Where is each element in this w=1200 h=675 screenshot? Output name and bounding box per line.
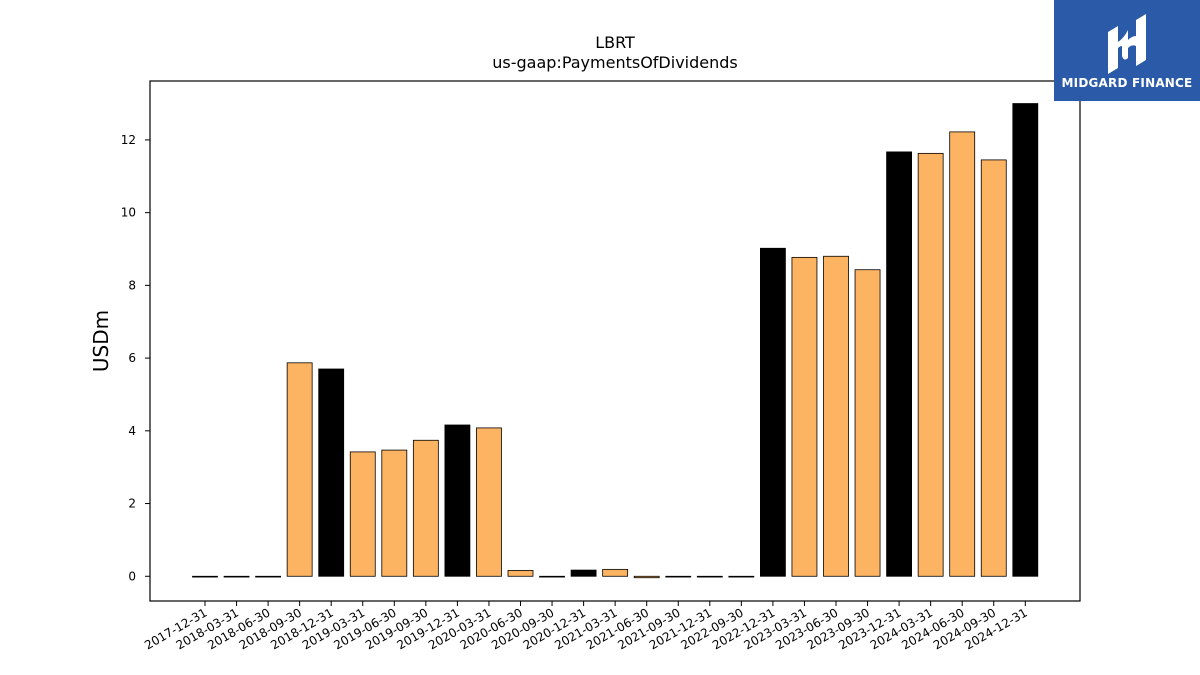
bar-2019-12-31 [444, 424, 471, 577]
y-tick-label: 8 [128, 278, 136, 292]
bar-2018-03-31 [223, 575, 250, 578]
bar-2019-03-31 [349, 451, 376, 577]
y-tick-label: 10 [121, 206, 136, 220]
bar-2018-09-30 [286, 362, 313, 577]
y-tick-label: 4 [128, 424, 136, 438]
y-axis-label: USDm [89, 310, 113, 372]
midgard-logo-icon [1108, 13, 1146, 74]
bar-2020-03-31 [476, 427, 502, 577]
bar-2020-12-31 [570, 569, 597, 577]
bar-2023-06-30 [823, 255, 849, 577]
bar-2017-12-31 [192, 575, 218, 578]
chart-title: LBRT [595, 33, 635, 52]
bar-2022-09-30 [728, 575, 755, 578]
bar-2021-06-30 [633, 575, 660, 579]
bar-2018-06-30 [255, 575, 282, 578]
y-tick-label: 0 [128, 569, 136, 583]
chart-subtitle: us-gaap:PaymentsOfDividends [492, 53, 737, 72]
bar-2021-12-31 [696, 575, 723, 578]
brand-logo: MIDGARD FINANCE [1054, 0, 1200, 101]
bar-2023-03-31 [791, 256, 818, 577]
bar-2024-06-30 [949, 131, 976, 577]
bar-2024-03-31 [917, 152, 944, 577]
plot-frame [149, 80, 1081, 602]
y-tick-label: 6 [128, 351, 136, 365]
bar-2018-12-31 [318, 368, 345, 577]
y-tick-label: 12 [121, 133, 136, 147]
bar-2024-12-31 [1012, 103, 1039, 577]
bar-2023-12-31 [886, 151, 912, 577]
bar-2021-09-30 [665, 575, 692, 578]
brand-logo-text: MIDGARD FINANCE [1061, 75, 1193, 90]
bar-2020-06-30 [507, 570, 534, 577]
x-axis-ticks: 2017-12-312018-03-312018-06-302018-09-30… [142, 601, 1030, 652]
y-tick-label: 2 [128, 497, 136, 511]
bar-2024-09-30 [980, 159, 1007, 577]
bars-group [192, 103, 1039, 579]
bar-2023-09-30 [854, 269, 881, 577]
bar-2022-12-31 [760, 247, 786, 577]
y-axis-ticks: 0 2 4 6 8 10 12 [121, 133, 150, 583]
bar-2019-06-30 [381, 449, 408, 577]
bar-2020-09-30 [539, 575, 565, 578]
bar-2021-03-31 [602, 568, 629, 577]
bar-2019-09-30 [412, 439, 439, 577]
